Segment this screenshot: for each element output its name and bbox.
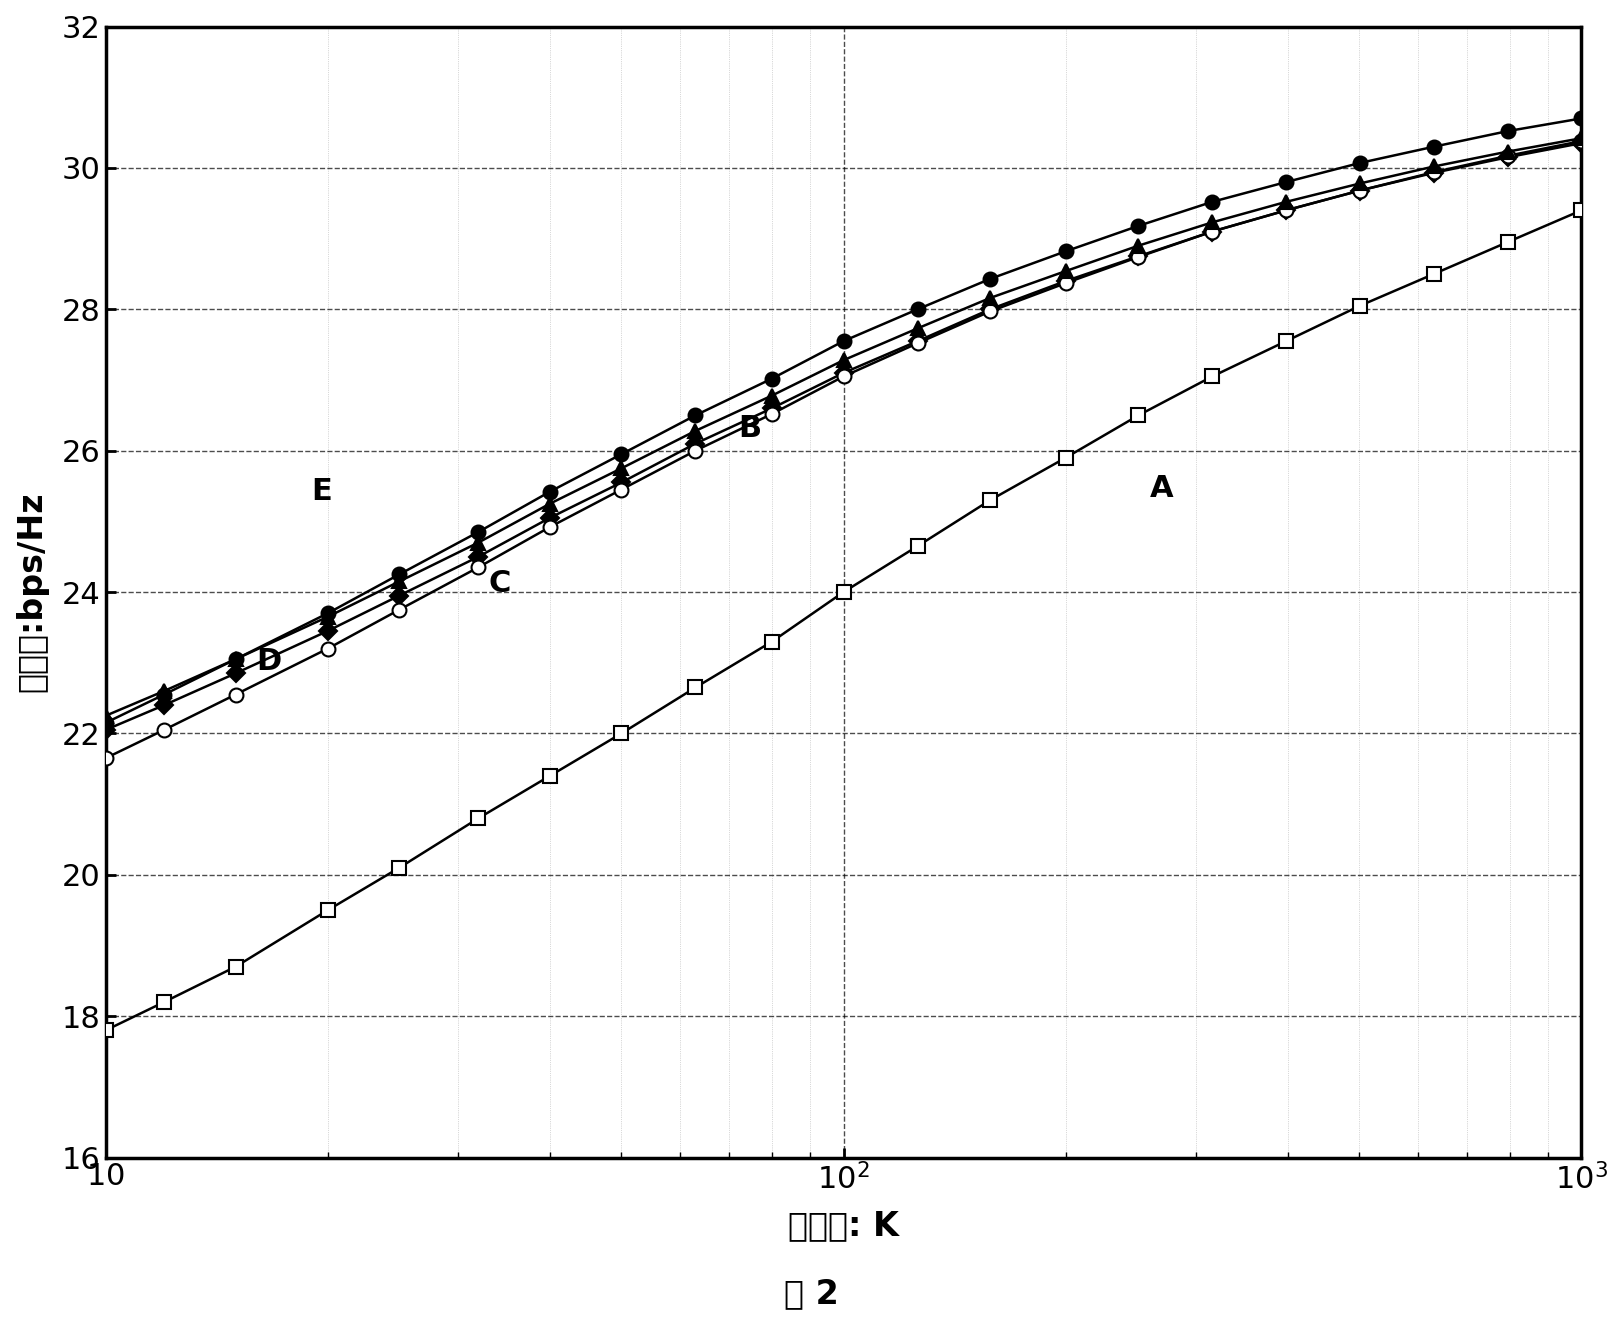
Text: 图 2: 图 2 (784, 1277, 839, 1310)
Text: A: A (1149, 474, 1173, 503)
Text: B: B (738, 414, 761, 442)
Text: C: C (489, 569, 511, 598)
Y-axis label: 吞吐率:bps/Hz: 吞吐率:bps/Hz (15, 492, 49, 692)
Text: D: D (256, 647, 281, 676)
Text: E: E (312, 478, 333, 507)
X-axis label: 用户数: K: 用户数: K (789, 1209, 899, 1242)
